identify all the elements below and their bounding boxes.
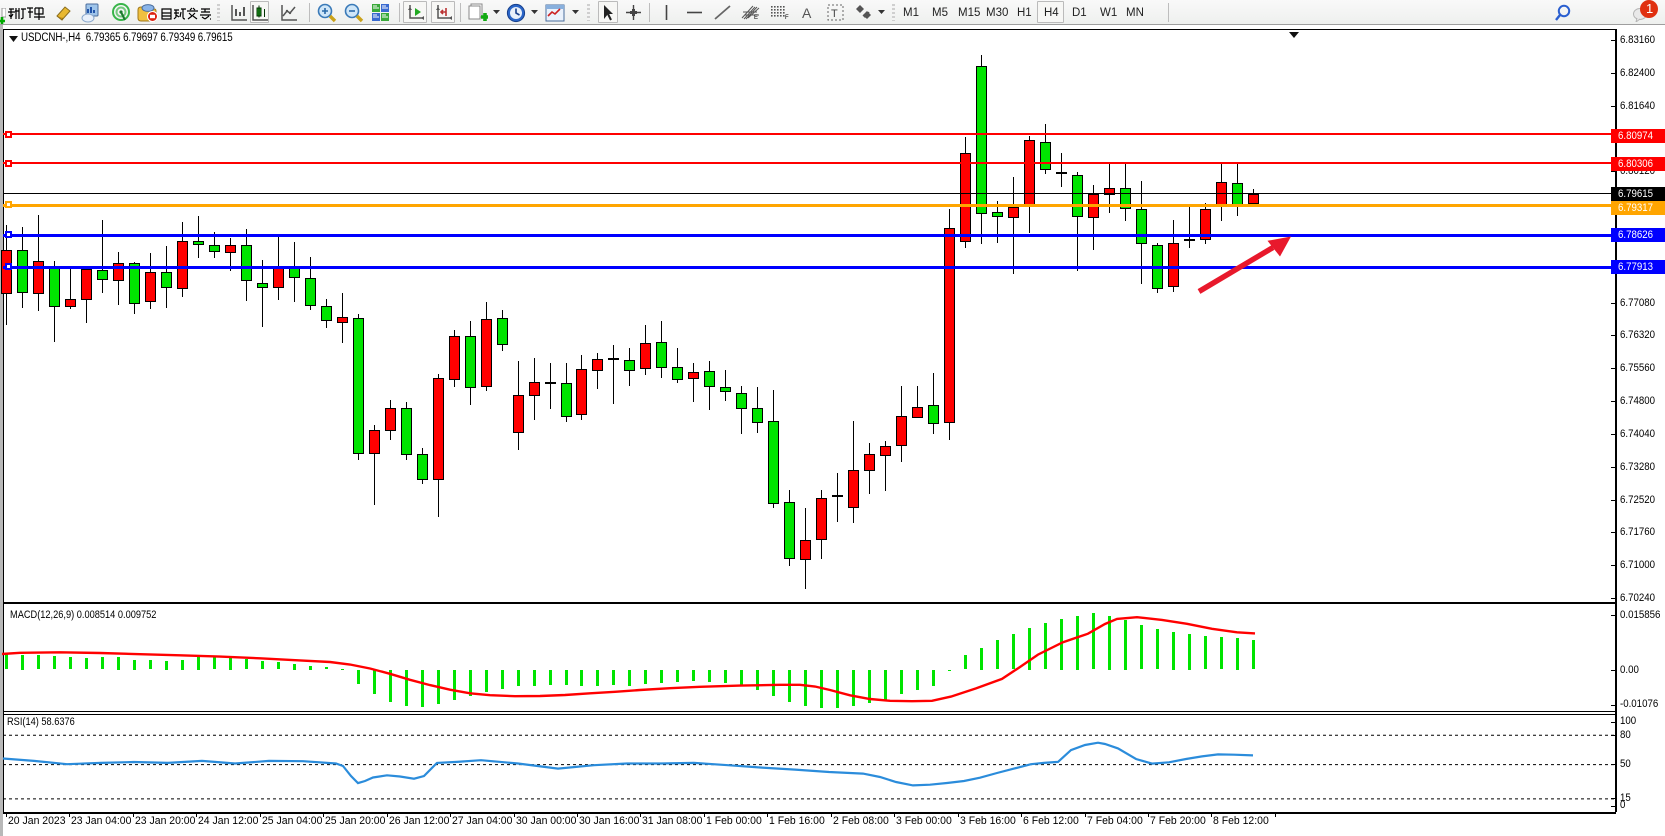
svg-text:E: E	[754, 15, 758, 21]
svg-text:T: T	[831, 8, 838, 20]
svg-text:F: F	[785, 15, 789, 21]
